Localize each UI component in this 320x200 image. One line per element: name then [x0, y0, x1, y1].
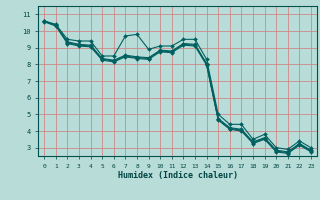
- X-axis label: Humidex (Indice chaleur): Humidex (Indice chaleur): [118, 171, 238, 180]
